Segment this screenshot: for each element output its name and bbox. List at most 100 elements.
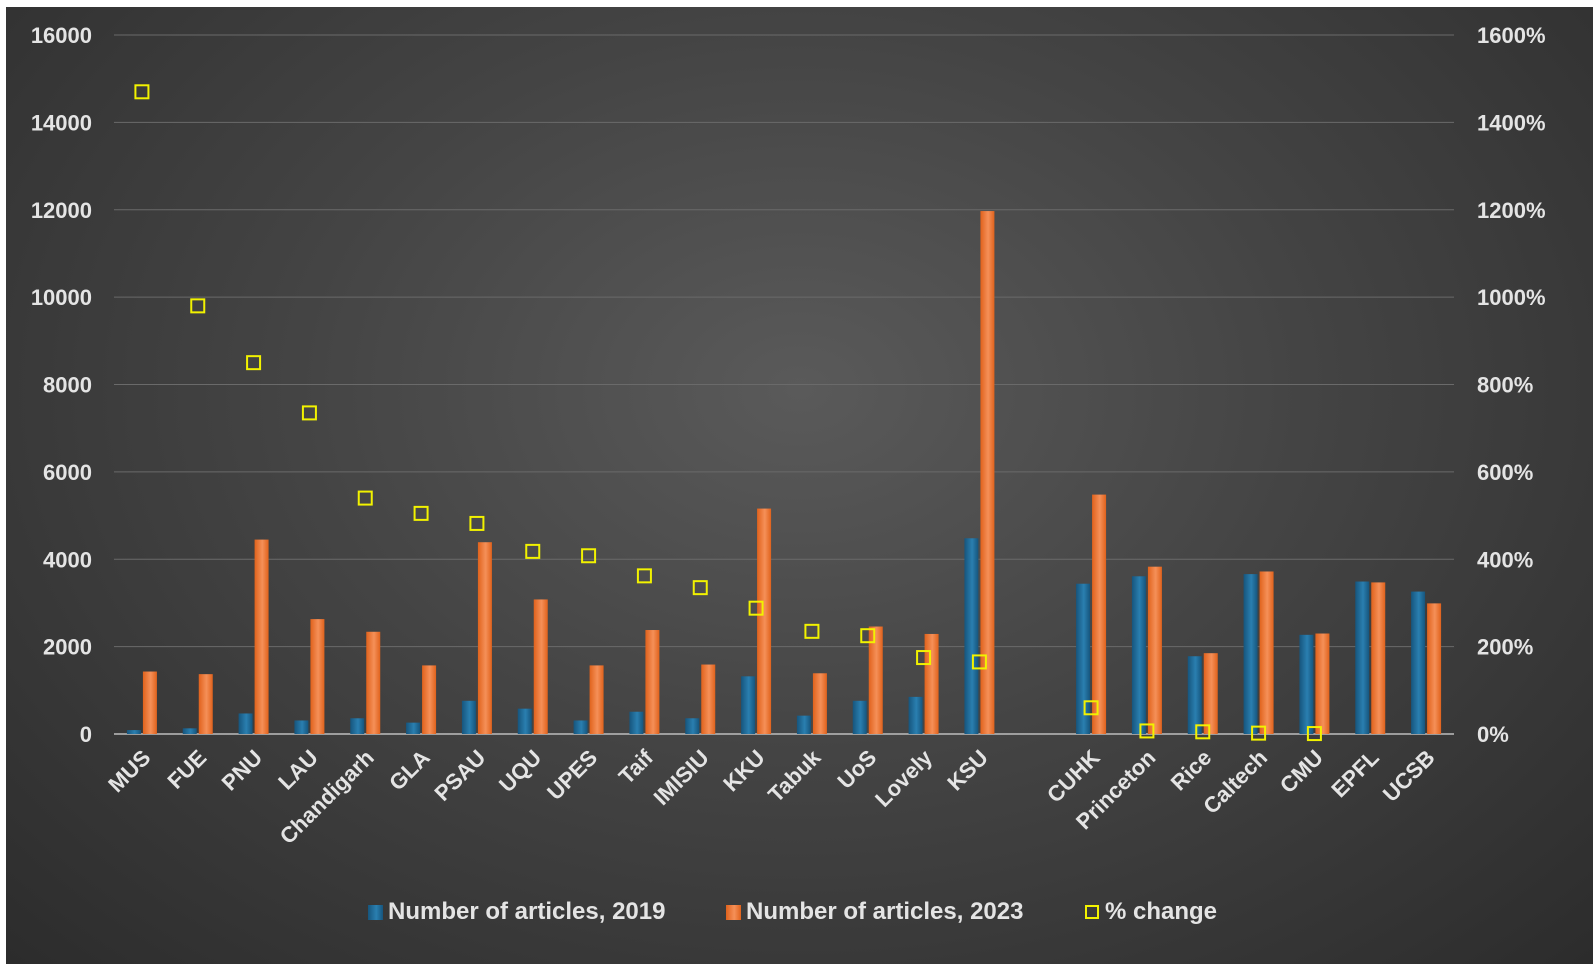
right-axis: 0% 200% 400% 600% 800% 1000% 1200% 1400% 1600% (1477, 23, 1546, 747)
bar-2019 (908, 696, 923, 734)
category-label: PNU (217, 745, 268, 796)
percent-change-marker (190, 298, 206, 314)
y2-tick-label: 0% (1477, 722, 1509, 747)
left-axis: 0 2000 4000 6000 8000 10000 12000 14000 16000 (31, 23, 92, 747)
bar-2023 (924, 633, 939, 734)
percent-change-marker (413, 505, 429, 521)
percent-change-marker (971, 654, 987, 670)
percent-change-marker (1306, 726, 1322, 742)
percent-change-marker (301, 405, 317, 421)
bar-2019 (350, 718, 365, 734)
category-label: CMU (1275, 745, 1328, 798)
category-label: LAU (273, 745, 323, 795)
bar-2023 (701, 664, 716, 734)
y2-tick-label: 800% (1477, 373, 1533, 398)
bar-2023 (980, 211, 995, 735)
bar-2023 (366, 631, 381, 734)
category-label: Rice (1166, 745, 1217, 796)
y-tick-label: 6000 (43, 460, 92, 485)
y-tick-label: 4000 (43, 547, 92, 572)
bar-2023 (477, 542, 492, 734)
percent-change-marker (525, 543, 541, 559)
y-tick-label: 10000 (31, 285, 92, 310)
y2-tick-label: 1600% (1477, 23, 1546, 48)
bar-2019 (1131, 576, 1146, 734)
bar-2019 (517, 708, 532, 734)
legend-label: Number of articles, 2019 (388, 898, 665, 925)
bar-2023 (533, 599, 548, 734)
bar-2023 (1371, 582, 1386, 734)
percent-change-marker (246, 355, 262, 371)
category-label: EPFL (1326, 745, 1383, 802)
legend: Number of articles, 2019 Number of articl… (368, 898, 1217, 925)
y2-tick-label: 600% (1477, 460, 1533, 485)
category-label: Taif (614, 744, 659, 789)
bar-2019 (1243, 574, 1258, 734)
bar-2023 (868, 626, 883, 734)
y2-tick-label: 200% (1477, 635, 1533, 660)
bar-2019 (461, 700, 476, 734)
bar-2019 (238, 713, 253, 734)
legend-swatch-2019 (368, 905, 383, 920)
category-label: PSAU (430, 745, 491, 806)
bar-2023 (310, 619, 325, 734)
y-tick-label: 14000 (31, 110, 92, 135)
percent-change-marker (748, 600, 764, 616)
category-label: FUE (162, 745, 211, 794)
gridlines (114, 34, 1454, 735)
y2-tick-label: 1400% (1477, 110, 1546, 135)
bar-2023 (1427, 603, 1442, 734)
bar-2019 (1076, 583, 1091, 734)
bar-2023 (142, 671, 157, 734)
category-label: UPES (542, 745, 602, 805)
percent-change-marker (469, 515, 485, 531)
percent-change-marker (860, 628, 876, 644)
y2-tick-label: 1200% (1477, 198, 1546, 223)
bar-2023 (645, 630, 660, 734)
bar-2019 (741, 676, 756, 734)
bar-2019 (126, 730, 141, 734)
bar-2019 (1411, 591, 1426, 734)
bar-2019 (685, 718, 700, 734)
category-label: GLA (384, 745, 435, 796)
percent-change-marker (636, 568, 652, 584)
bar-2019 (406, 722, 421, 734)
bar-2023 (589, 665, 604, 734)
category-label: IMISIU (649, 745, 714, 810)
bar-2023 (1203, 653, 1218, 734)
bar-2019 (573, 720, 588, 734)
category-label: UoS (832, 745, 881, 794)
bar-2023 (1147, 566, 1162, 734)
bar-2023 (812, 673, 827, 734)
bar-2019 (1187, 656, 1202, 734)
bar-2019 (629, 711, 644, 734)
bar-2023 (422, 665, 437, 734)
bar-2023 (757, 508, 772, 734)
category-label: UCSB (1378, 745, 1440, 807)
bar-2019 (852, 700, 867, 734)
category-label: Lovely (870, 744, 938, 812)
percent-change-marker (1195, 724, 1211, 740)
bar-2023 (254, 539, 269, 734)
bar-2019 (796, 715, 811, 734)
legend-label: Number of articles, 2023 (746, 898, 1023, 925)
legend-label: % change (1105, 898, 1217, 925)
legend-marker-percent-change (1085, 905, 1099, 919)
category-label: Tabuk (763, 744, 826, 807)
category-label: KSU (942, 745, 993, 796)
y2-tick-label: 1000% (1477, 285, 1546, 310)
y-tick-label: 0 (80, 722, 92, 747)
percent-change-marker (804, 623, 820, 639)
category-label: MUS (103, 745, 155, 797)
bar-2019 (182, 728, 197, 734)
y-tick-label: 8000 (43, 373, 92, 398)
percent-change-marker (1139, 723, 1155, 739)
percent-change-marker (1083, 700, 1099, 716)
bars (126, 211, 1442, 735)
bar-2023 (1315, 633, 1330, 734)
legend-swatch-2023 (726, 905, 741, 920)
percent-change-marker (357, 490, 373, 506)
category-label: KKU (718, 745, 769, 796)
bar-2023 (1259, 571, 1274, 734)
